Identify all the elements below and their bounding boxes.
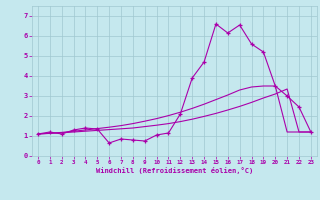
X-axis label: Windchill (Refroidissement éolien,°C): Windchill (Refroidissement éolien,°C) <box>96 167 253 174</box>
